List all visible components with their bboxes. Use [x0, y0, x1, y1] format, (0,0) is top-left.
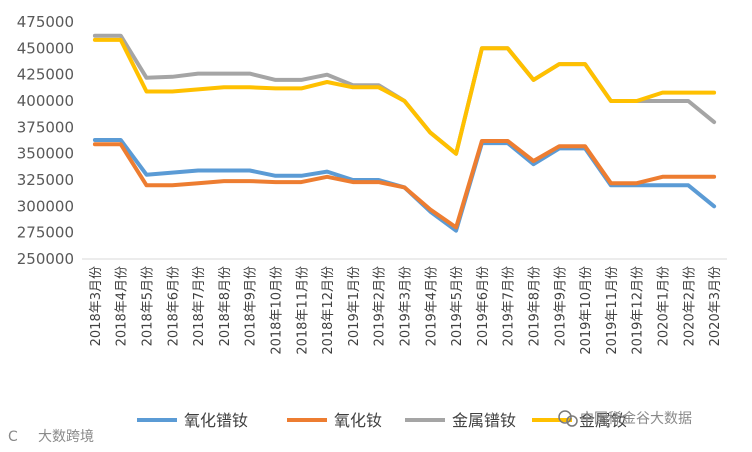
- x-tick-label: 2018年10月份: [270, 266, 285, 355]
- watermark-right: 中国稀金谷大数据: [558, 410, 692, 427]
- y-tick-label: 325000: [17, 171, 74, 189]
- x-tick-label: 2019年3月份: [399, 266, 414, 346]
- x-tick-label: 2019年1月份: [347, 266, 362, 346]
- x-tick-label: 2020年1月份: [657, 266, 672, 346]
- legend-label-1: 氧化镨钕: [184, 411, 248, 430]
- x-tick-label: 2019年5月份: [450, 266, 465, 346]
- x-tick-label: 2018年5月份: [141, 266, 156, 346]
- x-tick-label: 2018年12月份: [321, 266, 336, 355]
- y-tick-label: 450000: [17, 39, 74, 57]
- x-tick-label: 2019年7月份: [502, 266, 517, 346]
- wechat-icon: [558, 410, 572, 424]
- y-tick-label: 275000: [17, 224, 74, 242]
- y-tick-label: 300000: [17, 197, 74, 215]
- y-tick-label: 400000: [17, 92, 74, 110]
- watermark-left-text: 大数跨境: [38, 429, 94, 445]
- x-tick-label: 2019年8月份: [528, 266, 543, 346]
- x-tick-label: 2018年4月份: [115, 266, 130, 346]
- series-line-2: [92, 139, 717, 230]
- x-tick-label: 2018年6月份: [166, 266, 181, 346]
- x-tick-label: 2019年2月份: [373, 266, 388, 346]
- x-tick-label: 2019年4月份: [424, 266, 439, 346]
- y-tick-label: 475000: [17, 13, 74, 31]
- y-tick-label: 350000: [17, 145, 74, 163]
- x-tick-label: 2019年9月份: [553, 266, 568, 346]
- watermark-right-text: 中国稀金谷大数据: [580, 411, 692, 427]
- series-line-3: [92, 33, 717, 156]
- legend-label-4: 金属钕: [579, 411, 627, 430]
- x-tick-label: 2019年12月份: [631, 266, 646, 355]
- watermark-left-logo: C: [8, 429, 18, 445]
- legend-label-2: 氧化钕: [334, 411, 382, 430]
- x-tick-label: 2018年7月份: [192, 266, 207, 346]
- legend-label-3: 金属镨钕: [452, 411, 516, 430]
- x-tick-label: 2018年9月份: [244, 266, 259, 346]
- series-line-4: [92, 37, 717, 156]
- series-lines: [92, 33, 717, 233]
- y-tick-label: 425000: [17, 66, 74, 84]
- x-tick-label: 2018年3月份: [89, 266, 104, 346]
- y-axis: 250000 275000 300000 325000 350000 375000 4000…: [17, 13, 74, 268]
- wechat-icon-inner: [566, 415, 578, 427]
- watermark-left: C 大数跨境: [8, 429, 94, 445]
- legend: 氧化镨钕 氧化钕 金属镨钕 金属钕: [137, 411, 627, 430]
- y-tick-label: 250000: [17, 250, 74, 268]
- x-tick-label: 2020年2月份: [682, 266, 697, 346]
- x-tick-label: 2019年11月份: [605, 266, 620, 355]
- x-tick-label: 2019年10月份: [579, 266, 594, 355]
- x-tick-label: 2018年8月份: [218, 266, 233, 346]
- x-tick-label: 2019年6月份: [476, 266, 491, 346]
- y-tick-label: 375000: [17, 118, 74, 136]
- x-axis: 2018年3月份 2018年4月份 2018年5月份 2018年6月份 2018年7月份…: [82, 258, 727, 355]
- x-tick-label: 2018年11月份: [295, 266, 310, 355]
- x-tick-label: 2020年3月份: [708, 266, 723, 346]
